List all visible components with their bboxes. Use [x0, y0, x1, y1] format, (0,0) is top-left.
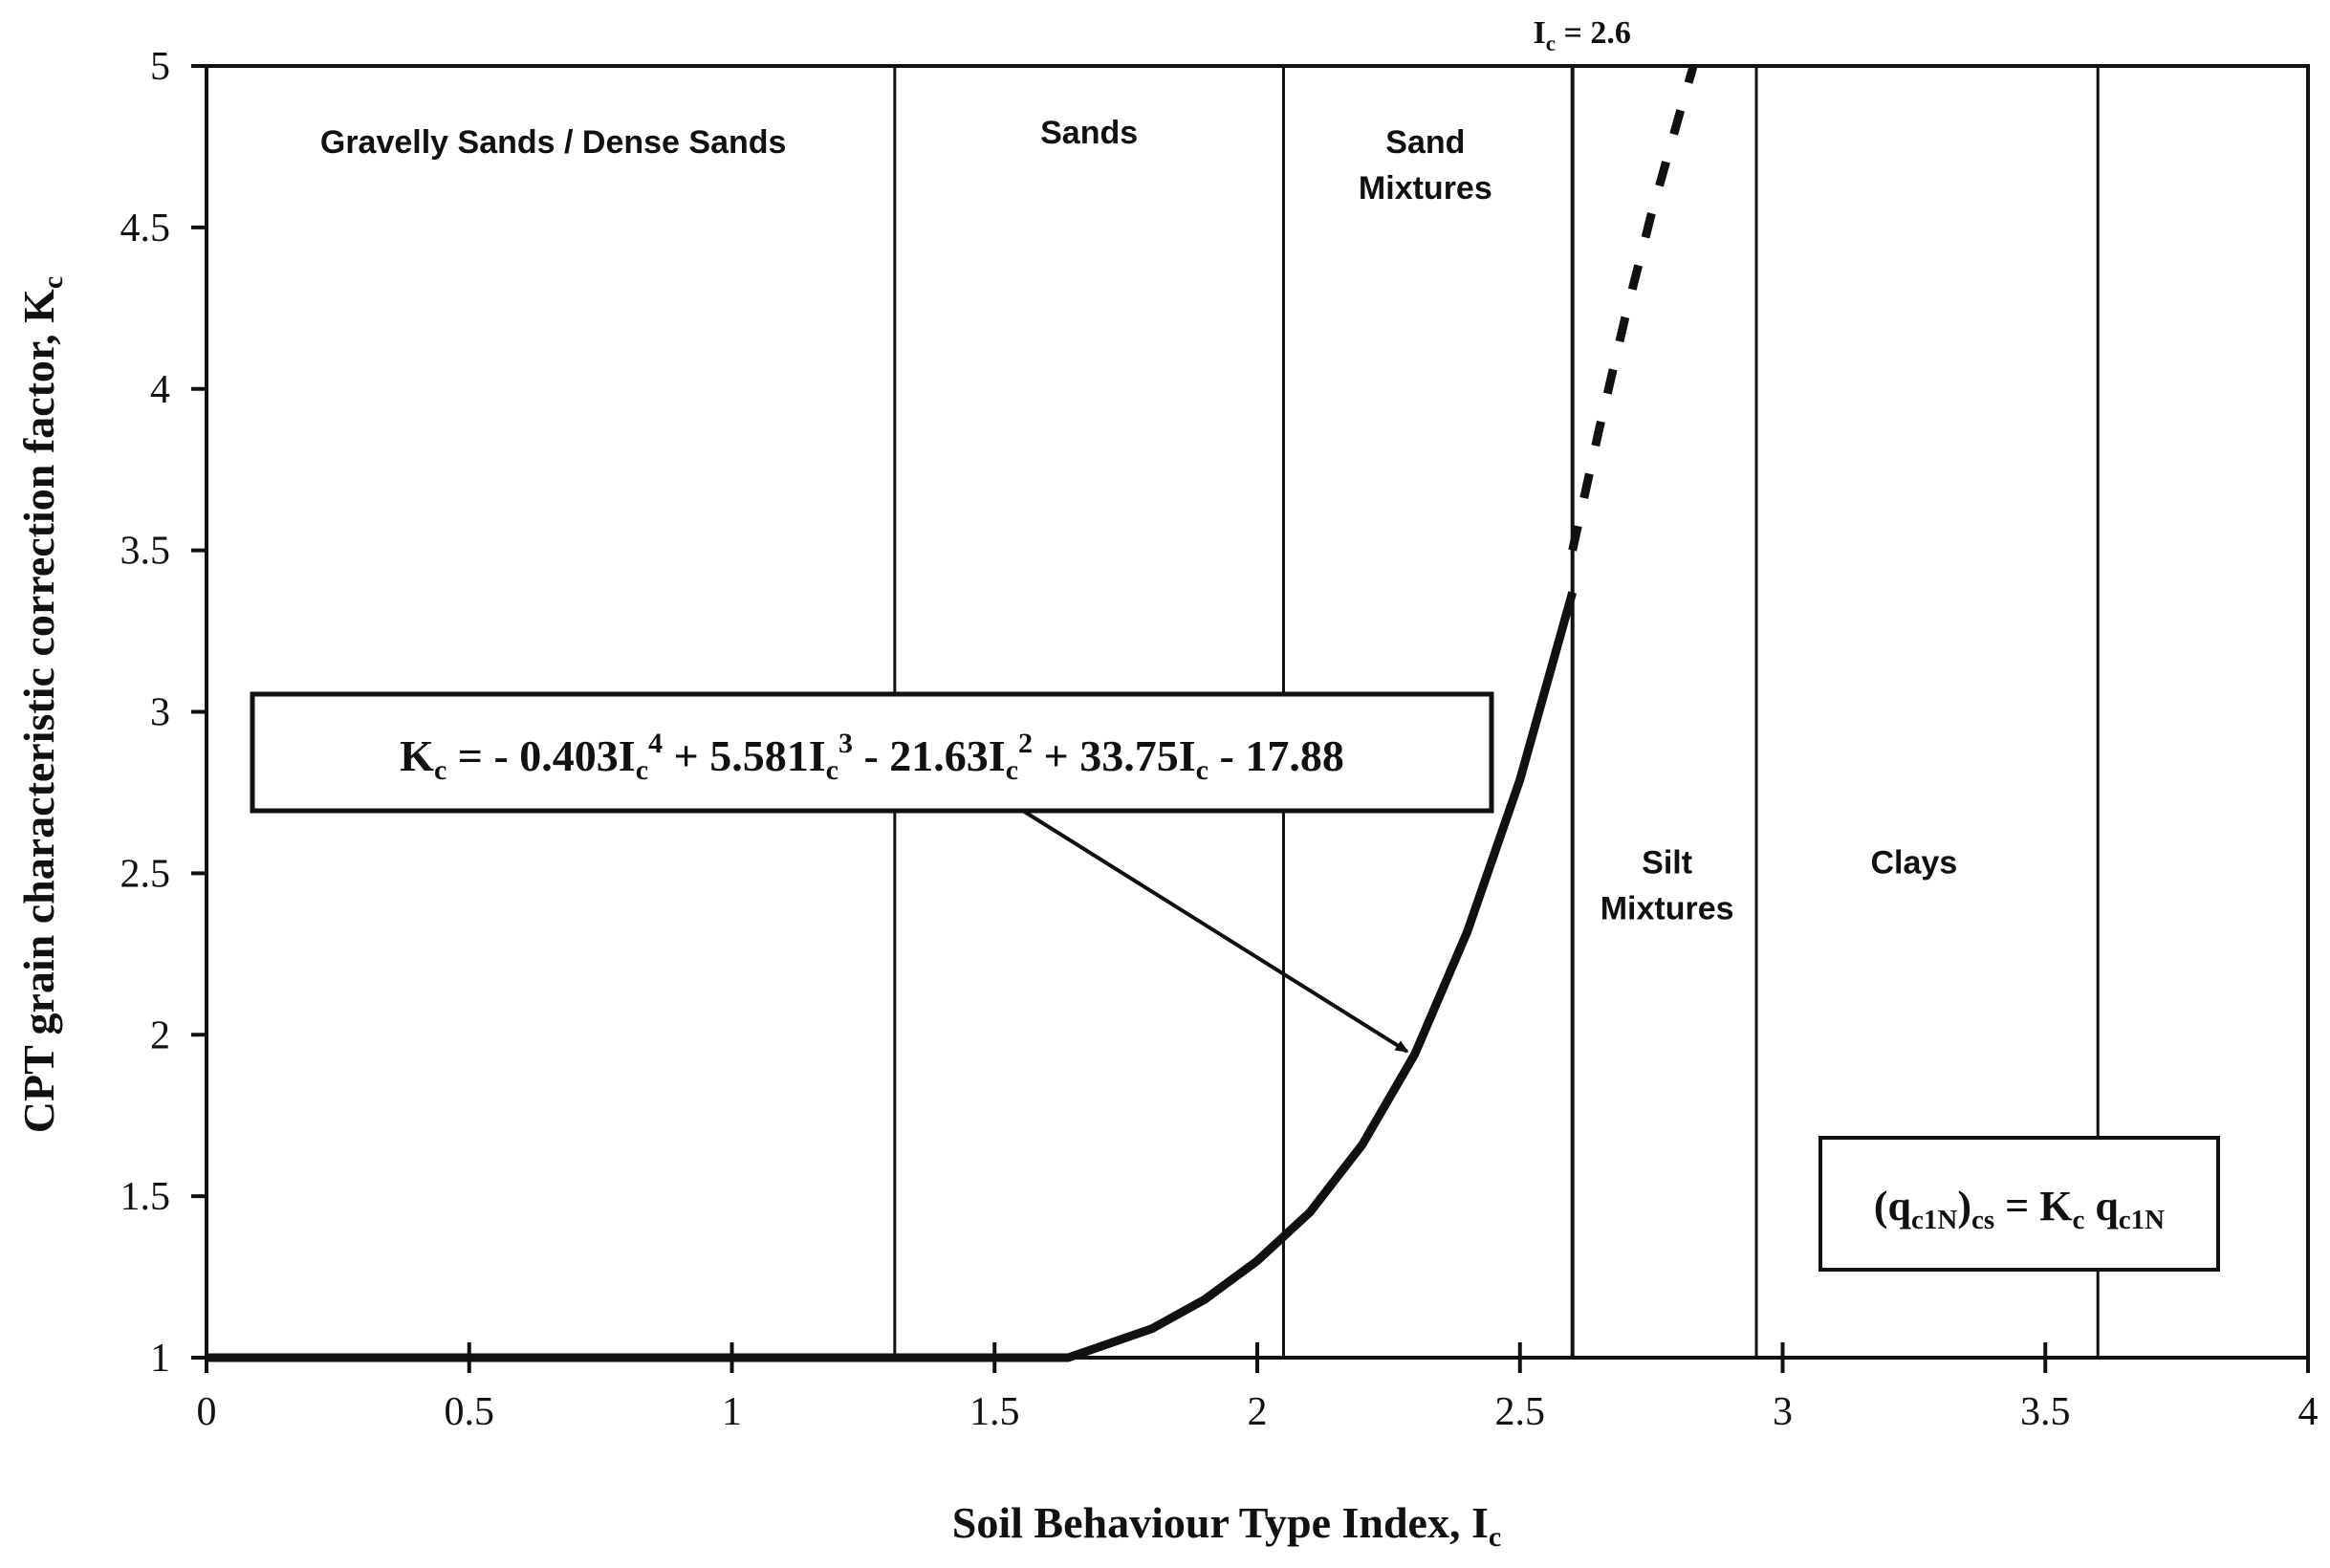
rel-sub-q2: c1N	[2119, 1205, 2165, 1235]
eq-sup2: 3	[838, 728, 853, 759]
y-tick-label: 1.5	[120, 1175, 171, 1219]
eq-sup1: 4	[648, 728, 663, 759]
ic-label-base: I	[1534, 15, 1546, 51]
rel-q2: q	[2084, 1183, 2119, 1230]
equation-text: Kc = - 0.403Ic4 + 5.581Ic3 - 21.63Ic2 + …	[400, 728, 1344, 786]
zone-label: Sands	[1040, 115, 1138, 151]
x-tick-label: 1.5	[969, 1390, 1020, 1434]
zone-label: Clays	[1871, 844, 1958, 881]
eq-kc: K	[400, 731, 434, 780]
x-axis-title-main: Soil Behaviour Type Index, I	[952, 1498, 1489, 1547]
y-tick-label: 3	[150, 691, 170, 735]
ic-label-sub: c	[1546, 32, 1556, 55]
eq-part4: + 33.75I	[1033, 731, 1196, 780]
kc-curve-dashed	[1568, 64, 1698, 552]
eq-kc-sub: c	[434, 754, 446, 786]
x-tick-label: 3.5	[2020, 1390, 2071, 1434]
eq-sub3: c	[1006, 754, 1018, 786]
y-axis-title-main: CPT grain characteristic correction fact…	[14, 289, 63, 1133]
y-tick-label: 2	[150, 1013, 170, 1057]
ic-boundary-label: Ic = 2.6	[1534, 15, 1631, 55]
y-axis-ticks: 1 1.5 2 2.5 3 3.5 4 4.5 5	[120, 45, 207, 1381]
rel-sub-q: c1N	[1911, 1205, 1957, 1235]
x-tick-label: 2	[1248, 1390, 1268, 1434]
kc-curves	[207, 64, 1698, 1362]
y-tick-label: 3.5	[120, 530, 171, 574]
x-tick-label: 4	[2298, 1390, 2319, 1434]
y-tick-label: 4	[150, 368, 170, 412]
zone-label: Silt Mixtures	[1601, 844, 1734, 926]
x-tick-label: 2.5	[1495, 1390, 1546, 1434]
eq-part1: = - 0.403I	[446, 731, 635, 780]
x-axis-title: Soil Behaviour Type Index, Ic	[952, 1498, 1501, 1553]
equation-arrow	[1021, 809, 1409, 1054]
zone-label: Gravelly Sands / Dense Sands	[320, 124, 787, 161]
y-axis-title-sub: c	[37, 276, 69, 289]
eq-part5: - 17.88	[1209, 731, 1344, 780]
x-axis-title-sub: c	[1489, 1521, 1501, 1553]
ic-label-value: = 2.6	[1556, 15, 1631, 51]
y-tick-label: 1	[150, 1337, 170, 1381]
rel-mid: = K	[1994, 1183, 2072, 1230]
relation-box: (qc1N)cs = Kc qc1N	[1818, 1136, 2220, 1272]
rel-close: )	[1957, 1183, 1971, 1230]
eq-sub1: c	[636, 754, 648, 786]
eq-part3: - 21.63I	[853, 731, 1006, 780]
x-tick-label: 1	[722, 1390, 742, 1434]
y-tick-label: 5	[150, 45, 170, 89]
y-tick-label: 2.5	[120, 852, 171, 896]
rel-open: (q	[1874, 1183, 1912, 1230]
x-axis-ticks: 0 0.5 1 1.5 2 2.5 3 3.5 4	[197, 1342, 2319, 1434]
x-tick-label: 0	[197, 1390, 217, 1434]
zone-boundaries	[893, 66, 2100, 1358]
rel-sub-cs: cs	[1971, 1205, 1994, 1235]
equation-box: Kc = - 0.403Ic4 + 5.581Ic3 - 21.63Ic2 + …	[250, 691, 1494, 814]
x-tick-label: 0.5	[445, 1390, 495, 1434]
rel-sub-k: c	[2072, 1205, 2084, 1235]
eq-sub4: c	[1196, 754, 1209, 786]
eq-sup3: 2	[1018, 728, 1033, 759]
eq-sub2: c	[826, 754, 838, 786]
relation-text: (qc1N)cs = Kc qc1N	[1874, 1183, 2165, 1235]
zone-label: Sand Mixtures	[1359, 124, 1492, 207]
y-axis-title: CPT grain characteristic correction fact…	[14, 276, 69, 1133]
kc-curve	[207, 591, 1578, 1362]
x-tick-label: 3	[1773, 1390, 1793, 1434]
y-tick-label: 4.5	[120, 207, 171, 250]
eq-part2: + 5.581I	[663, 731, 826, 780]
zone-labels: Gravelly Sands / Dense Sands Sands Sand Mix…	[320, 115, 1957, 926]
